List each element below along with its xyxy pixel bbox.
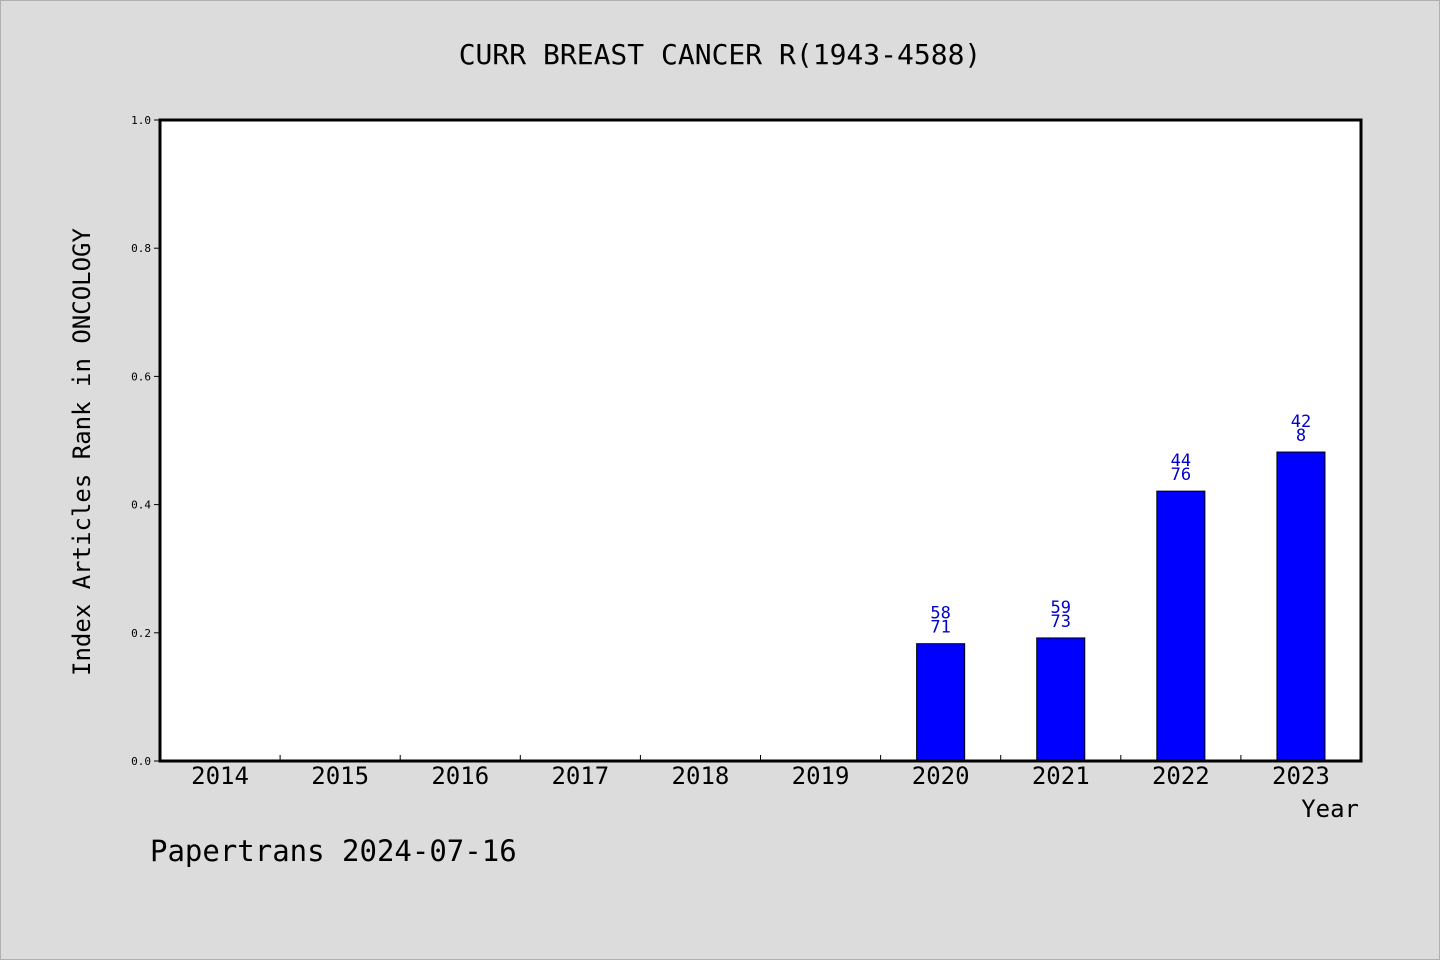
- x-tick-label: 2014: [191, 762, 249, 790]
- x-tick-label: 2019: [792, 762, 850, 790]
- y-axis: 0.0 0.2 0.4 0.6 0.8 1.0: [131, 114, 160, 768]
- x-tick-label: 2016: [431, 762, 489, 790]
- footer-credit: Papertrans 2024-07-16: [150, 834, 517, 868]
- x-tick-label: 2020: [912, 762, 970, 790]
- data-label-2021: 59 73: [1051, 598, 1071, 632]
- y-tick-label: 1.0: [131, 114, 151, 127]
- x-tick-label: 2015: [311, 762, 369, 790]
- y-tick-label: 0.8: [131, 242, 151, 255]
- bar-2020: [916, 643, 966, 762]
- data-label-2023: 42 8: [1291, 412, 1311, 446]
- x-tick-label: 2022: [1152, 762, 1210, 790]
- y-axis-label: Index Articles Rank in ONCOLOGY: [68, 227, 96, 675]
- x-axis-label: Year: [1301, 795, 1359, 823]
- chart-title: CURR BREAST CANCER R(1943-4588): [459, 38, 982, 71]
- data-labels-group: 58 71 59 73 44 76 42 8: [930, 412, 1311, 638]
- x-tick-label: 2023: [1272, 762, 1330, 790]
- y-tick-label: 0.0: [131, 755, 151, 768]
- data-label-2022: 44 76: [1171, 451, 1191, 485]
- x-axis: 2014 2015 2016 2017 2018 2019 2020 2021 2022 2023: [191, 755, 1330, 790]
- y-tick-label: 0.2: [131, 627, 151, 640]
- x-tick-label: 2021: [1032, 762, 1090, 790]
- bar-2023: [1276, 451, 1326, 762]
- data-label-2020: 58 71: [930, 604, 950, 638]
- bar-2022: [1156, 490, 1206, 762]
- x-tick-label: 2017: [551, 762, 609, 790]
- bar-2021: [1036, 637, 1086, 762]
- x-tick-label: 2018: [672, 762, 730, 790]
- bars-group: [916, 451, 1326, 762]
- y-tick-label: 0.6: [131, 370, 151, 383]
- y-tick-label: 0.4: [131, 499, 151, 512]
- plot-border: [158, 118, 1363, 763]
